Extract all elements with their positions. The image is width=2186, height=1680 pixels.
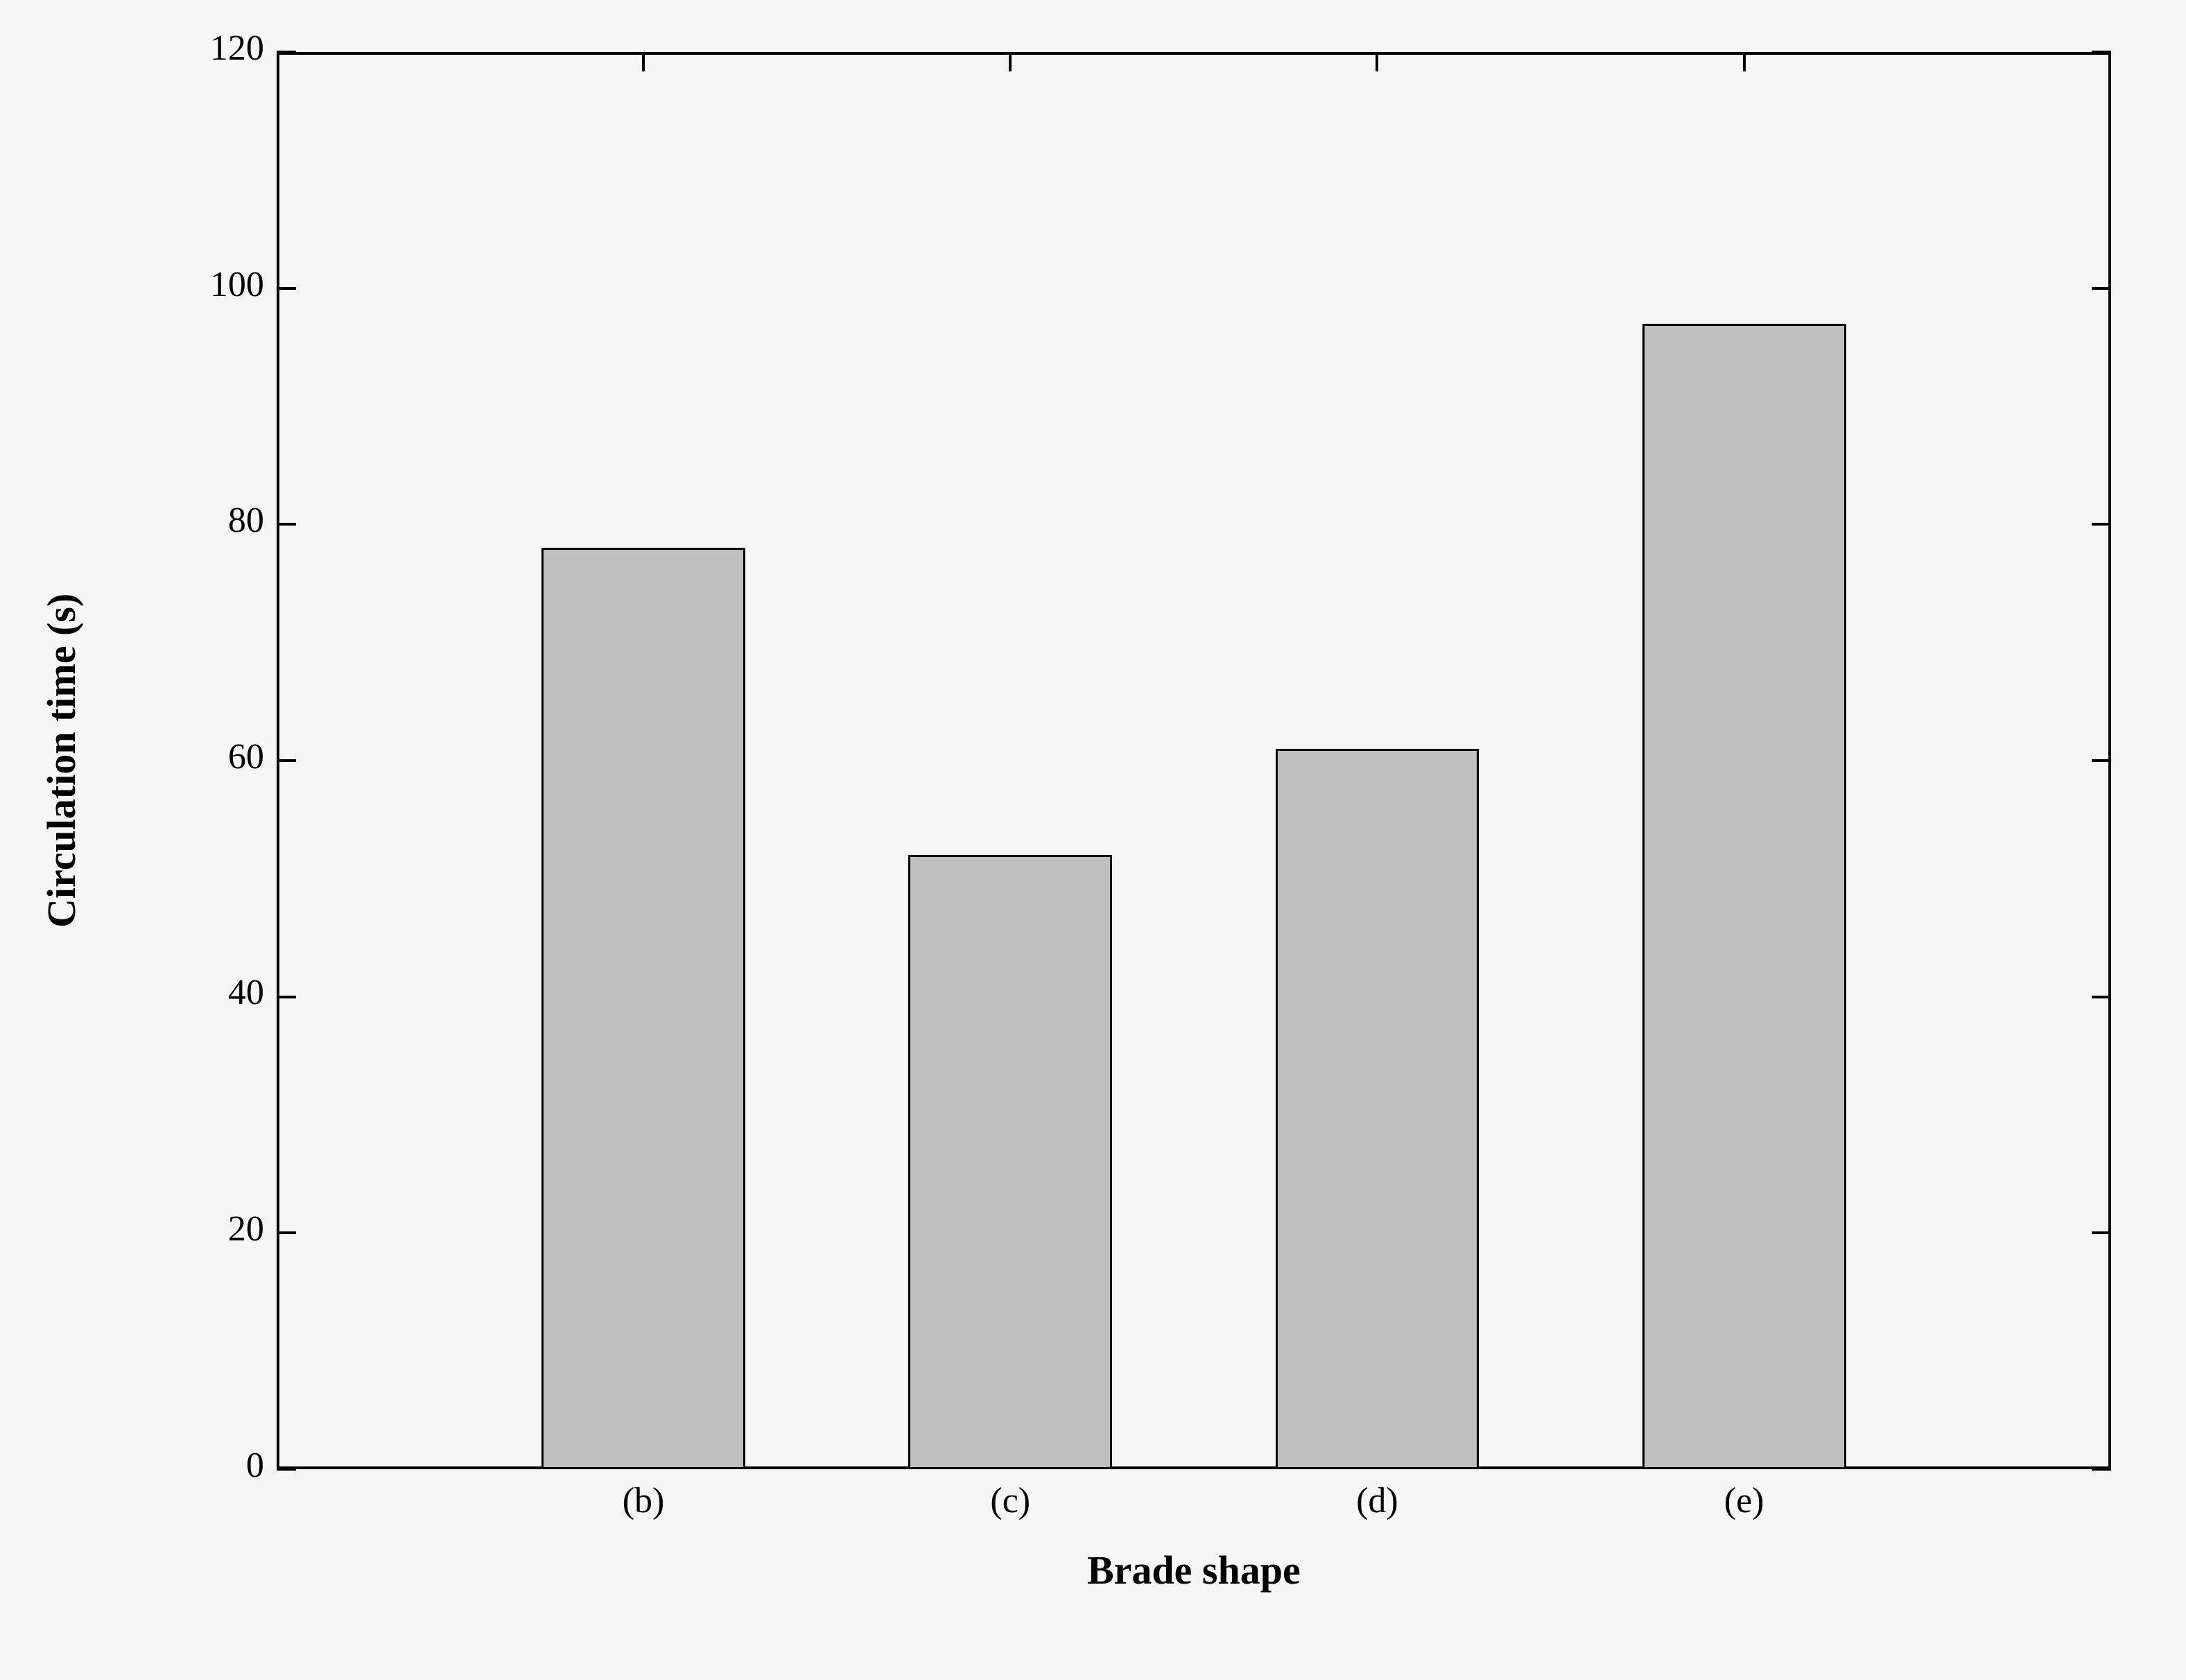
bar-chart: 0 20 40 60 80 100 120 (b)(c)(d)(e) Circulation t… bbox=[0, 0, 2186, 1680]
x-tick-top bbox=[1743, 52, 1746, 71]
y-tick-label: 60 bbox=[228, 739, 264, 775]
bar bbox=[541, 548, 745, 1469]
x-axis-label: Brade shape bbox=[277, 1550, 2111, 1591]
y-tick bbox=[277, 51, 296, 53]
x-tick-label: (b) bbox=[460, 1483, 826, 1519]
y-tick bbox=[277, 287, 296, 290]
y-tick-label: 40 bbox=[228, 975, 264, 1011]
y-tick-label: 120 bbox=[210, 31, 264, 67]
y-tick-right bbox=[2092, 759, 2111, 762]
x-tick-top bbox=[1009, 52, 1012, 71]
y-tick bbox=[277, 759, 296, 762]
y-tick bbox=[277, 996, 296, 998]
y-tick-label: 100 bbox=[210, 267, 264, 303]
x-tick-top bbox=[642, 52, 645, 71]
bar bbox=[908, 855, 1112, 1469]
y-tick bbox=[277, 1468, 296, 1471]
y-tick-right bbox=[2092, 287, 2111, 290]
bar bbox=[1642, 324, 1846, 1469]
y-axis-label: Circulation time (s) bbox=[42, 594, 82, 928]
x-tick-label: (e) bbox=[1561, 1483, 1927, 1519]
y-tick-right bbox=[2092, 523, 2111, 526]
y-tick-label: 0 bbox=[246, 1448, 264, 1484]
y-tick-right bbox=[2092, 1231, 2111, 1234]
bar bbox=[1276, 749, 1480, 1469]
x-tick-label: (d) bbox=[1194, 1483, 1561, 1519]
y-tick-right bbox=[2092, 51, 2111, 53]
y-tick-label: 20 bbox=[228, 1211, 264, 1247]
y-tick-right bbox=[2092, 996, 2111, 998]
y-tick bbox=[277, 523, 296, 526]
y-tick-label: 80 bbox=[228, 503, 264, 539]
y-tick-right bbox=[2092, 1468, 2111, 1471]
x-tick-top bbox=[1376, 52, 1378, 71]
y-tick bbox=[277, 1231, 296, 1234]
x-tick-label: (c) bbox=[827, 1483, 1194, 1519]
